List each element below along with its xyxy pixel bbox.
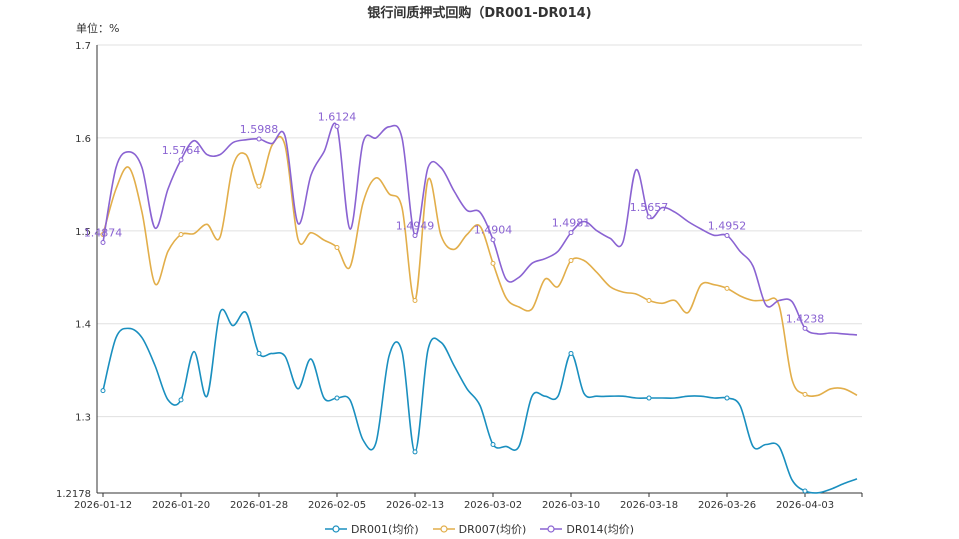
data-point bbox=[568, 230, 574, 236]
data-label: 1.4949 bbox=[396, 220, 435, 233]
x-tick-label: 2026-02-13 bbox=[386, 500, 444, 511]
x-tick-label: 2026-03-10 bbox=[542, 500, 600, 511]
data-point bbox=[412, 233, 418, 239]
series-layer bbox=[100, 122, 858, 494]
data-point bbox=[412, 297, 418, 303]
series-line-DR007(均价) bbox=[102, 135, 858, 397]
legend-item[interactable]: DR014(均价) bbox=[540, 521, 634, 537]
legend-item[interactable]: DR001(均价) bbox=[324, 521, 419, 537]
data-label: 1.5764 bbox=[162, 144, 201, 157]
y-tick-label: 1.7 bbox=[75, 41, 91, 52]
data-label: 1.4238 bbox=[786, 312, 825, 325]
data-point bbox=[490, 260, 496, 266]
data-point bbox=[334, 395, 340, 401]
data-point bbox=[334, 123, 340, 129]
data-label: 1.5657 bbox=[630, 201, 669, 214]
data-label: 1.5988 bbox=[240, 123, 279, 136]
data-point bbox=[256, 136, 262, 142]
data-point bbox=[334, 245, 340, 251]
x-tick-label: 2026-01-12 bbox=[74, 500, 132, 511]
data-point bbox=[646, 214, 652, 220]
data-point bbox=[490, 442, 496, 448]
y-tick-label: 1.2178 bbox=[56, 489, 91, 500]
y-tick-label: 1.5 bbox=[75, 227, 91, 238]
legend-label: DR007(均价) bbox=[458, 523, 527, 536]
grid-layer bbox=[97, 44, 862, 418]
data-point bbox=[256, 183, 262, 189]
legend: DR001(均价) DR007(均价) DR014(均价) bbox=[0, 521, 959, 537]
data-point bbox=[802, 325, 808, 331]
data-point bbox=[178, 157, 184, 163]
x-tick-label: 2026-01-28 bbox=[230, 500, 288, 511]
data-point bbox=[724, 395, 730, 401]
legend-swatch-icon bbox=[540, 525, 563, 533]
legend-swatch-icon bbox=[324, 525, 347, 533]
data-point bbox=[568, 258, 574, 264]
data-label: 1.6124 bbox=[318, 110, 357, 123]
x-tick-label: 2026-03-18 bbox=[620, 500, 678, 511]
data-point bbox=[568, 350, 574, 356]
y-tick-label: 1.6 bbox=[75, 134, 91, 145]
x-tick-label: 2026-01-20 bbox=[152, 500, 210, 511]
legend-item[interactable]: DR007(均价) bbox=[432, 521, 527, 537]
x-tick-label: 2026-03-26 bbox=[698, 500, 756, 511]
data-point bbox=[178, 397, 184, 403]
data-point bbox=[802, 488, 808, 494]
data-point bbox=[646, 395, 652, 401]
legend-label: DR001(均价) bbox=[350, 523, 419, 536]
data-label: 1.4874 bbox=[84, 227, 123, 240]
data-point bbox=[412, 449, 418, 455]
data-label-layer: 1.4874 1.5764 1.5988 1.6124 1.4949 1.4904 1.49… bbox=[84, 110, 825, 325]
legend-label: DR014(均价) bbox=[566, 523, 635, 536]
x-tick-label: 2026-03-02 bbox=[464, 500, 522, 511]
y-tick-label: 1.4 bbox=[75, 320, 91, 331]
data-label: 1.4981 bbox=[552, 217, 591, 230]
unit-label: 单位：% bbox=[76, 22, 120, 35]
data-label: 1.4904 bbox=[474, 224, 513, 237]
data-point bbox=[646, 297, 652, 303]
chart-title: 银行间质押式回购（DR001-DR014) bbox=[367, 6, 592, 21]
data-point bbox=[100, 388, 106, 394]
data-point bbox=[724, 232, 730, 238]
data-point bbox=[490, 237, 496, 243]
data-point bbox=[802, 391, 808, 397]
data-point bbox=[100, 240, 106, 246]
legend-swatch-icon bbox=[432, 525, 455, 533]
data-label: 1.4952 bbox=[708, 219, 747, 232]
data-point bbox=[178, 232, 184, 238]
data-point bbox=[724, 285, 730, 291]
data-point bbox=[256, 350, 262, 356]
x-tick-label: 2026-04-03 bbox=[776, 500, 834, 511]
series-line-DR001(均价) bbox=[102, 308, 858, 494]
y-tick-label: 1.3 bbox=[75, 413, 91, 424]
x-tick-label: 2026-02-05 bbox=[308, 500, 366, 511]
